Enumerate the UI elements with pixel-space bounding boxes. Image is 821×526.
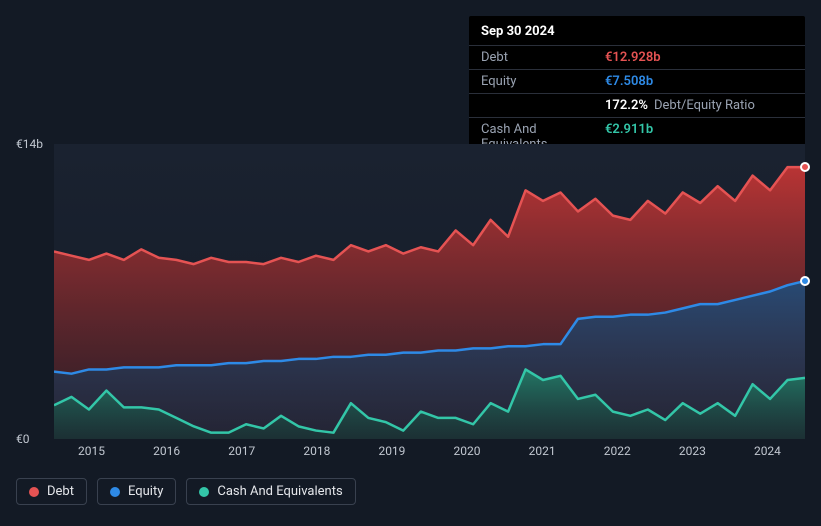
legend: Debt Equity Cash And Equivalents — [16, 478, 356, 505]
x-axis-tick: 2024 — [754, 444, 781, 458]
x-axis-tick: 2016 — [153, 444, 180, 458]
series-end-marker — [800, 162, 810, 172]
tooltip-value: €12.928b — [605, 50, 661, 65]
legend-label: Equity — [128, 484, 163, 499]
legend-item-cash-and-equivalents[interactable]: Cash And Equivalents — [186, 478, 355, 505]
series-end-marker — [800, 276, 810, 286]
legend-label: Cash And Equivalents — [217, 484, 342, 499]
tooltip-row: 172.2%Debt/Equity Ratio — [469, 93, 805, 117]
legend-dot-icon — [199, 487, 209, 497]
x-axis-tick: 2017 — [228, 444, 255, 458]
tooltip-label: Debt — [481, 50, 605, 65]
tooltip-value: 172.2%Debt/Equity Ratio — [605, 98, 755, 113]
x-axis-tick: 2020 — [454, 444, 481, 458]
tooltip-row: Debt€12.928b — [469, 45, 805, 69]
x-axis-tick: 2023 — [679, 444, 706, 458]
x-axis-tick: 2021 — [529, 444, 556, 458]
chart: €14b €0 2015 2016 2017 2018 2019 2020 2021 2022 2… — [16, 120, 805, 510]
legend-item-debt[interactable]: Debt — [16, 478, 87, 505]
tooltip-date: Sep 30 2024 — [469, 16, 805, 45]
legend-dot-icon — [29, 487, 39, 497]
tooltip-row: Equity€7.508b — [469, 69, 805, 93]
x-axis-tick: 2022 — [604, 444, 631, 458]
legend-dot-icon — [110, 487, 120, 497]
y-axis-tick: €14b — [16, 137, 43, 151]
x-axis-tick: 2019 — [378, 444, 405, 458]
x-axis-tick: 2018 — [303, 444, 330, 458]
legend-label: Debt — [47, 484, 74, 499]
tooltip-subtext: Debt/Equity Ratio — [654, 98, 755, 113]
tooltip-label: Equity — [481, 74, 605, 89]
x-axis-tick: 2015 — [78, 444, 105, 458]
tooltip-value: €7.508b — [605, 74, 653, 89]
chart-plot-area[interactable] — [54, 144, 805, 439]
legend-item-equity[interactable]: Equity — [97, 478, 176, 505]
y-axis-tick: €0 — [16, 432, 30, 446]
